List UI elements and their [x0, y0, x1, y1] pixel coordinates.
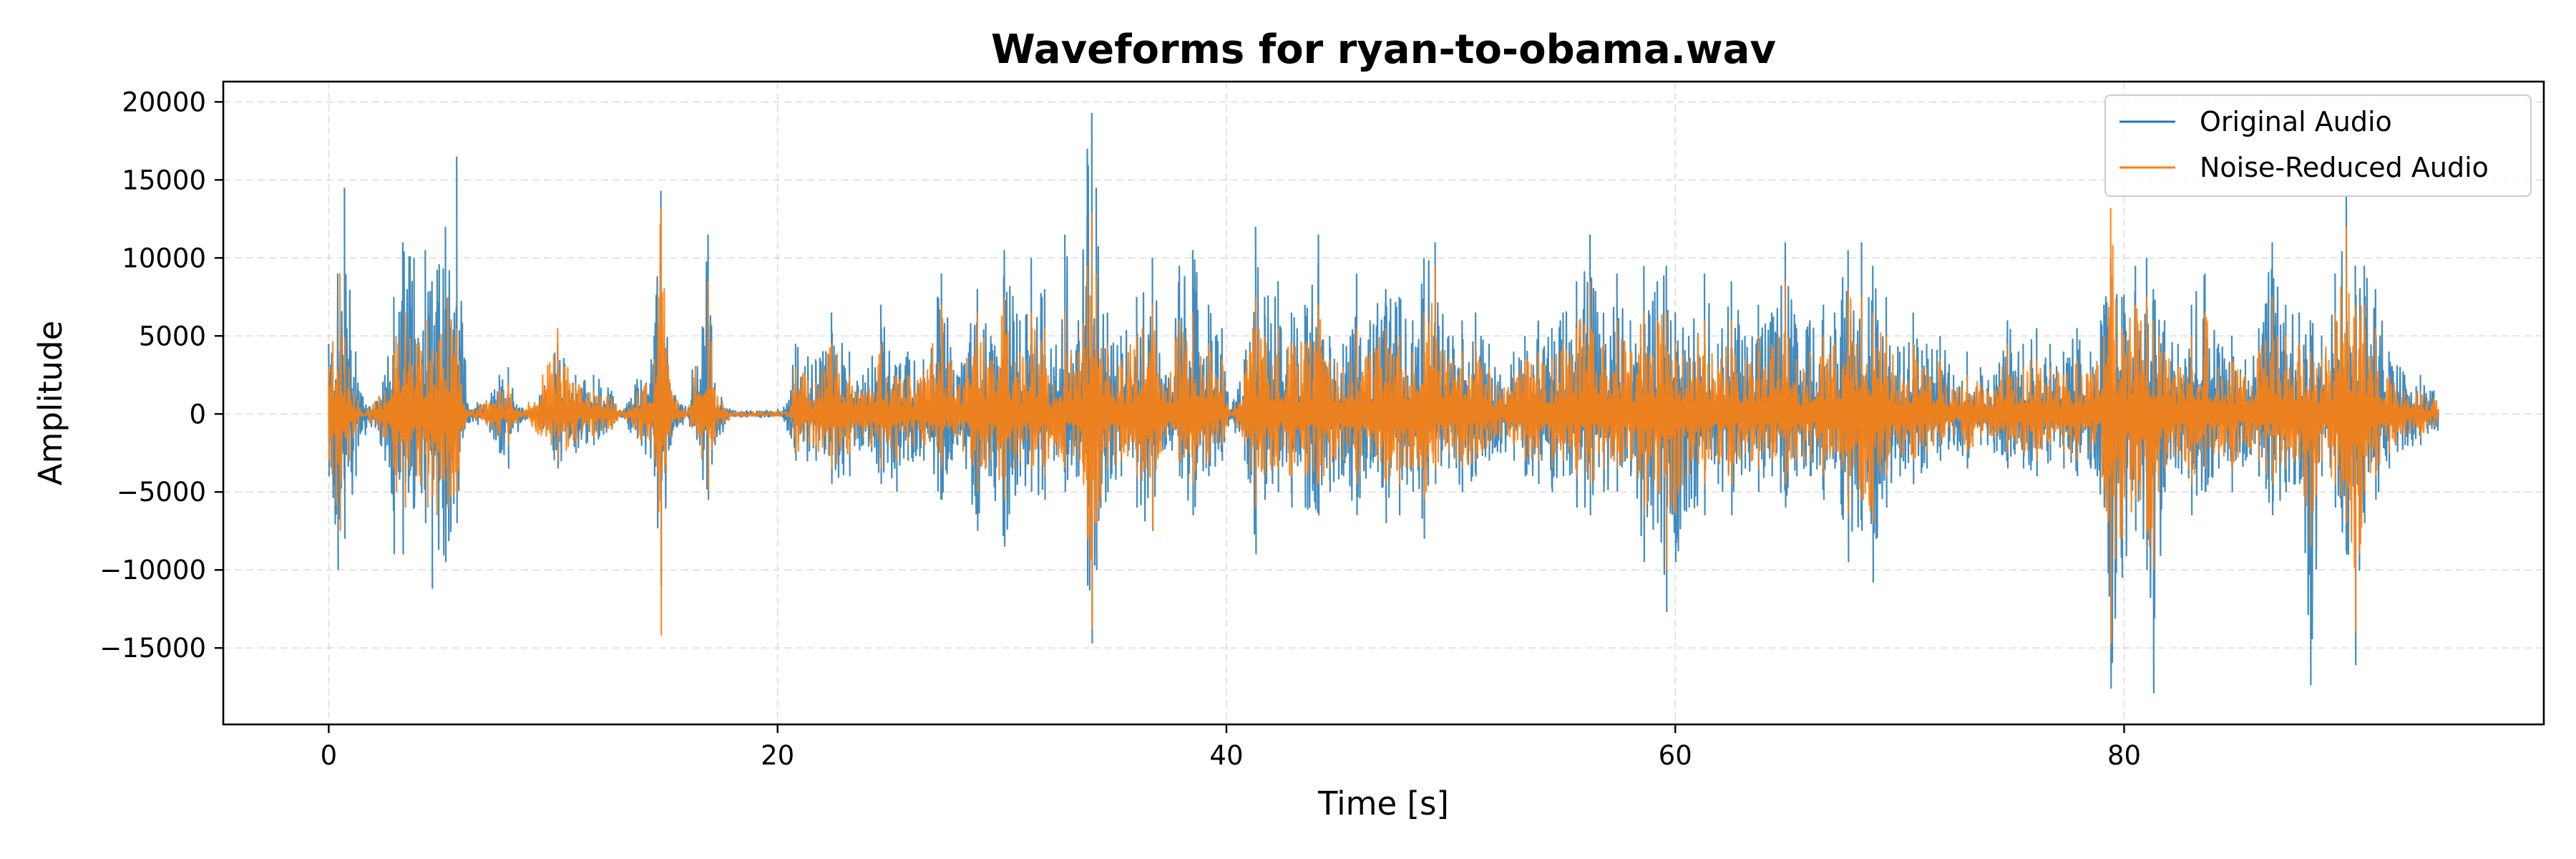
x-tick-label: 40: [1209, 740, 1243, 771]
legend-label-original: Original Audio: [2200, 106, 2392, 137]
chart-title: Waveforms for ryan-to-obama.wav: [991, 26, 1776, 73]
x-tick-label: 80: [2107, 740, 2141, 771]
series-layer: [328, 112, 2439, 694]
y-tick-label: −15000: [99, 633, 206, 664]
legend-box: [2104, 94, 2532, 197]
legend-label-noise-reduced: Noise-Reduced Audio: [2200, 152, 2489, 183]
x-tick-label: 60: [1659, 740, 1692, 771]
y-tick-label: −5000: [117, 477, 206, 508]
y-tick-label: 5000: [139, 321, 206, 351]
y-tick-label: −10000: [99, 555, 206, 586]
ticks: 0 20 40 60 80 −15000 −10000 −5000 0 5000 10000 1500…: [99, 87, 2141, 771]
y-tick-label: 20000: [122, 87, 206, 117]
series-noise-reduced-audio: [328, 208, 2439, 644]
y-tick-label: 15000: [122, 165, 206, 195]
y-tick-label: 10000: [122, 243, 206, 273]
plot-area: [328, 112, 2439, 694]
y-axis-label: Amplitude: [31, 321, 69, 486]
x-axis-label: Time [s]: [1317, 785, 1449, 822]
x-tick-label: 20: [761, 740, 794, 771]
x-tick-label: 0: [321, 740, 338, 771]
legend: Original Audio Noise-Reduced Audio: [2104, 94, 2532, 197]
y-tick-label: 0: [189, 399, 206, 430]
axes-frame: [222, 80, 2545, 726]
